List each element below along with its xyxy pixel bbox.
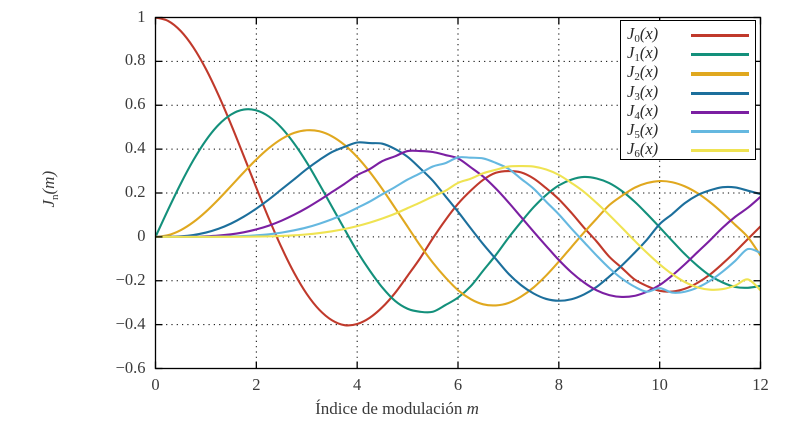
data-curves [155, 17, 761, 327]
x-axis-title-text: Índice de modulación [315, 399, 467, 418]
x-tick-label: 12 [752, 374, 769, 394]
y-tick-label: −0.6 [115, 357, 146, 377]
legend-color-swatch [691, 91, 749, 95]
tick-marks [154, 16, 762, 370]
y-tick-label: 0.4 [124, 138, 146, 158]
legend-item[interactable]: J6(x) [621, 139, 757, 160]
y-axis-title-subscript: n [49, 194, 62, 200]
legend-item-label: J3(x) [627, 81, 659, 103]
x-axis-title-variable: m [466, 399, 479, 418]
y-axis-title-base: J [38, 199, 58, 208]
x-axis-title: Índice de modulación m [0, 399, 794, 419]
y-tick-label: 0.2 [124, 182, 146, 201]
legend-item-label: J1(x) [627, 43, 659, 64]
legend-color-swatch [691, 72, 749, 76]
legend-color-swatch [691, 149, 749, 153]
legend-item-label: J2(x) [627, 62, 659, 84]
legend-color-swatch [691, 110, 749, 114]
legend-item[interactable]: J3(x) [621, 81, 757, 103]
legend-item-label: J0(x) [627, 24, 659, 45]
x-tick-label: 10 [651, 374, 668, 394]
y-tick-label: −0.2 [115, 269, 146, 289]
legend-item[interactable]: J4(x) [621, 100, 757, 122]
y-tick-label: 0.6 [124, 94, 146, 114]
y-tick-label: 0 [137, 225, 146, 245]
y-axis-title-arg: (m) [38, 170, 58, 195]
legend: J0(x) J1(x) J2(x) J3(x) J4(x) J5(x) J6(x) [620, 20, 756, 160]
legend-item[interactable]: J1(x) [621, 43, 757, 64]
x-tick-label: 0 [151, 374, 160, 394]
legend-item[interactable]: J2(x) [621, 62, 757, 84]
y-tick-label: 0.8 [124, 50, 146, 70]
legend-color-swatch [691, 34, 749, 38]
x-tick-label: 4 [353, 374, 362, 394]
x-tick-label: 6 [453, 374, 463, 394]
legend-item-label: J4(x) [627, 100, 659, 122]
legend-color-swatch [691, 53, 749, 57]
y-axis-title: Jn(m) [39, 109, 61, 269]
legend-item-label: J6(x) [627, 139, 659, 160]
legend-color-swatch [691, 130, 749, 134]
y-tick-label: 1 [137, 6, 146, 26]
legend-item[interactable]: J0(x) [621, 24, 757, 45]
y-tick-label: −0.4 [115, 313, 146, 333]
legend-item-label: J5(x) [627, 120, 659, 141]
x-tick-label: 2 [252, 374, 261, 394]
legend-item[interactable]: J5(x) [621, 120, 757, 141]
x-tick-label: 8 [554, 374, 563, 394]
